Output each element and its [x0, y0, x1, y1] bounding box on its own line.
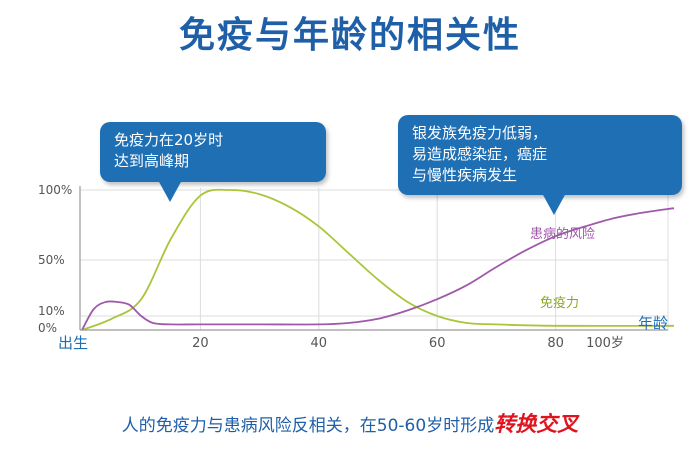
x-axis-end-label: 年龄: [638, 314, 668, 332]
callout-line: 达到高峰期: [114, 152, 190, 170]
callout-line: 易造成感染症，癌症: [412, 145, 548, 163]
series-layer: [81, 188, 675, 331]
callout-elderly: 银发族免疫力低弱， 易造成感染症，癌症 与慢性疾病发生: [398, 115, 682, 195]
x-tick-label: 60: [429, 336, 446, 351]
y-tick-label: 0%: [38, 321, 57, 335]
callout-line: 银发族免疫力低弱，: [412, 124, 548, 142]
x-axis-start-label: 出生: [58, 334, 88, 352]
x-tick-label: 80: [547, 336, 564, 351]
y-tick-label: 100%: [38, 183, 72, 197]
callout-pointer: [542, 193, 566, 215]
grid: [80, 188, 669, 331]
y-tick-label: 50%: [38, 253, 65, 267]
x-tick-label: 100岁: [586, 336, 624, 351]
page-title: 免疫与年龄的相关性: [178, 15, 521, 56]
x-tick-label: 20: [192, 336, 209, 351]
series-label-immunity: 免疫力: [540, 295, 579, 311]
footer-text: 人的免疫力与患病风险反相关，在50-60岁时形成: [121, 416, 495, 436]
callout-line: 免疫力在20岁时: [114, 131, 224, 149]
footer-caption: 人的免疫力与患病风险反相关，在50-60岁时形成转换交叉: [0, 408, 700, 438]
axes: [79, 186, 668, 331]
callout-peak-immunity: 免疫力在20岁时 达到高峰期: [100, 122, 326, 182]
x-tick-label: 40: [311, 336, 328, 351]
footer-emphasis: 转换交叉: [494, 412, 579, 436]
risk-line: [81, 207, 675, 331]
immunity-line: [81, 188, 675, 331]
callout-line: 与慢性疾病发生: [412, 166, 518, 184]
callout-pointer: [158, 180, 182, 202]
y-tick-label: 10%: [38, 304, 65, 318]
series-label-risk: 患病的风险: [530, 226, 595, 242]
